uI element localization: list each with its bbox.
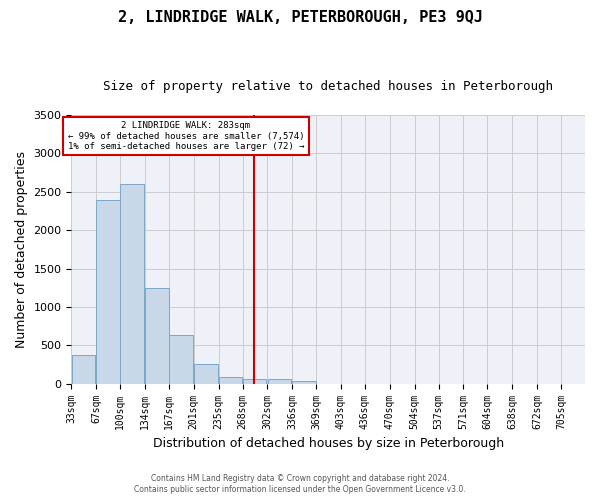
Bar xyxy=(97,200,120,384)
Bar xyxy=(145,288,169,384)
Bar xyxy=(268,380,291,384)
Bar xyxy=(169,334,193,384)
Text: 2 LINDRIDGE WALK: 283sqm
← 99% of detached houses are smaller (7,574)
1% of semi: 2 LINDRIDGE WALK: 283sqm ← 99% of detach… xyxy=(68,121,304,151)
Y-axis label: Number of detached properties: Number of detached properties xyxy=(15,151,28,348)
Bar xyxy=(292,380,316,384)
Text: Contains HM Land Registry data © Crown copyright and database right 2024.
Contai: Contains HM Land Registry data © Crown c… xyxy=(134,474,466,494)
Bar xyxy=(194,364,218,384)
Text: 2, LINDRIDGE WALK, PETERBOROUGH, PE3 9QJ: 2, LINDRIDGE WALK, PETERBOROUGH, PE3 9QJ xyxy=(118,10,482,25)
Bar xyxy=(71,354,95,384)
Bar xyxy=(243,380,266,384)
Bar xyxy=(121,184,144,384)
Bar xyxy=(219,377,242,384)
X-axis label: Distribution of detached houses by size in Peterborough: Distribution of detached houses by size … xyxy=(152,437,504,450)
Title: Size of property relative to detached houses in Peterborough: Size of property relative to detached ho… xyxy=(103,80,553,93)
